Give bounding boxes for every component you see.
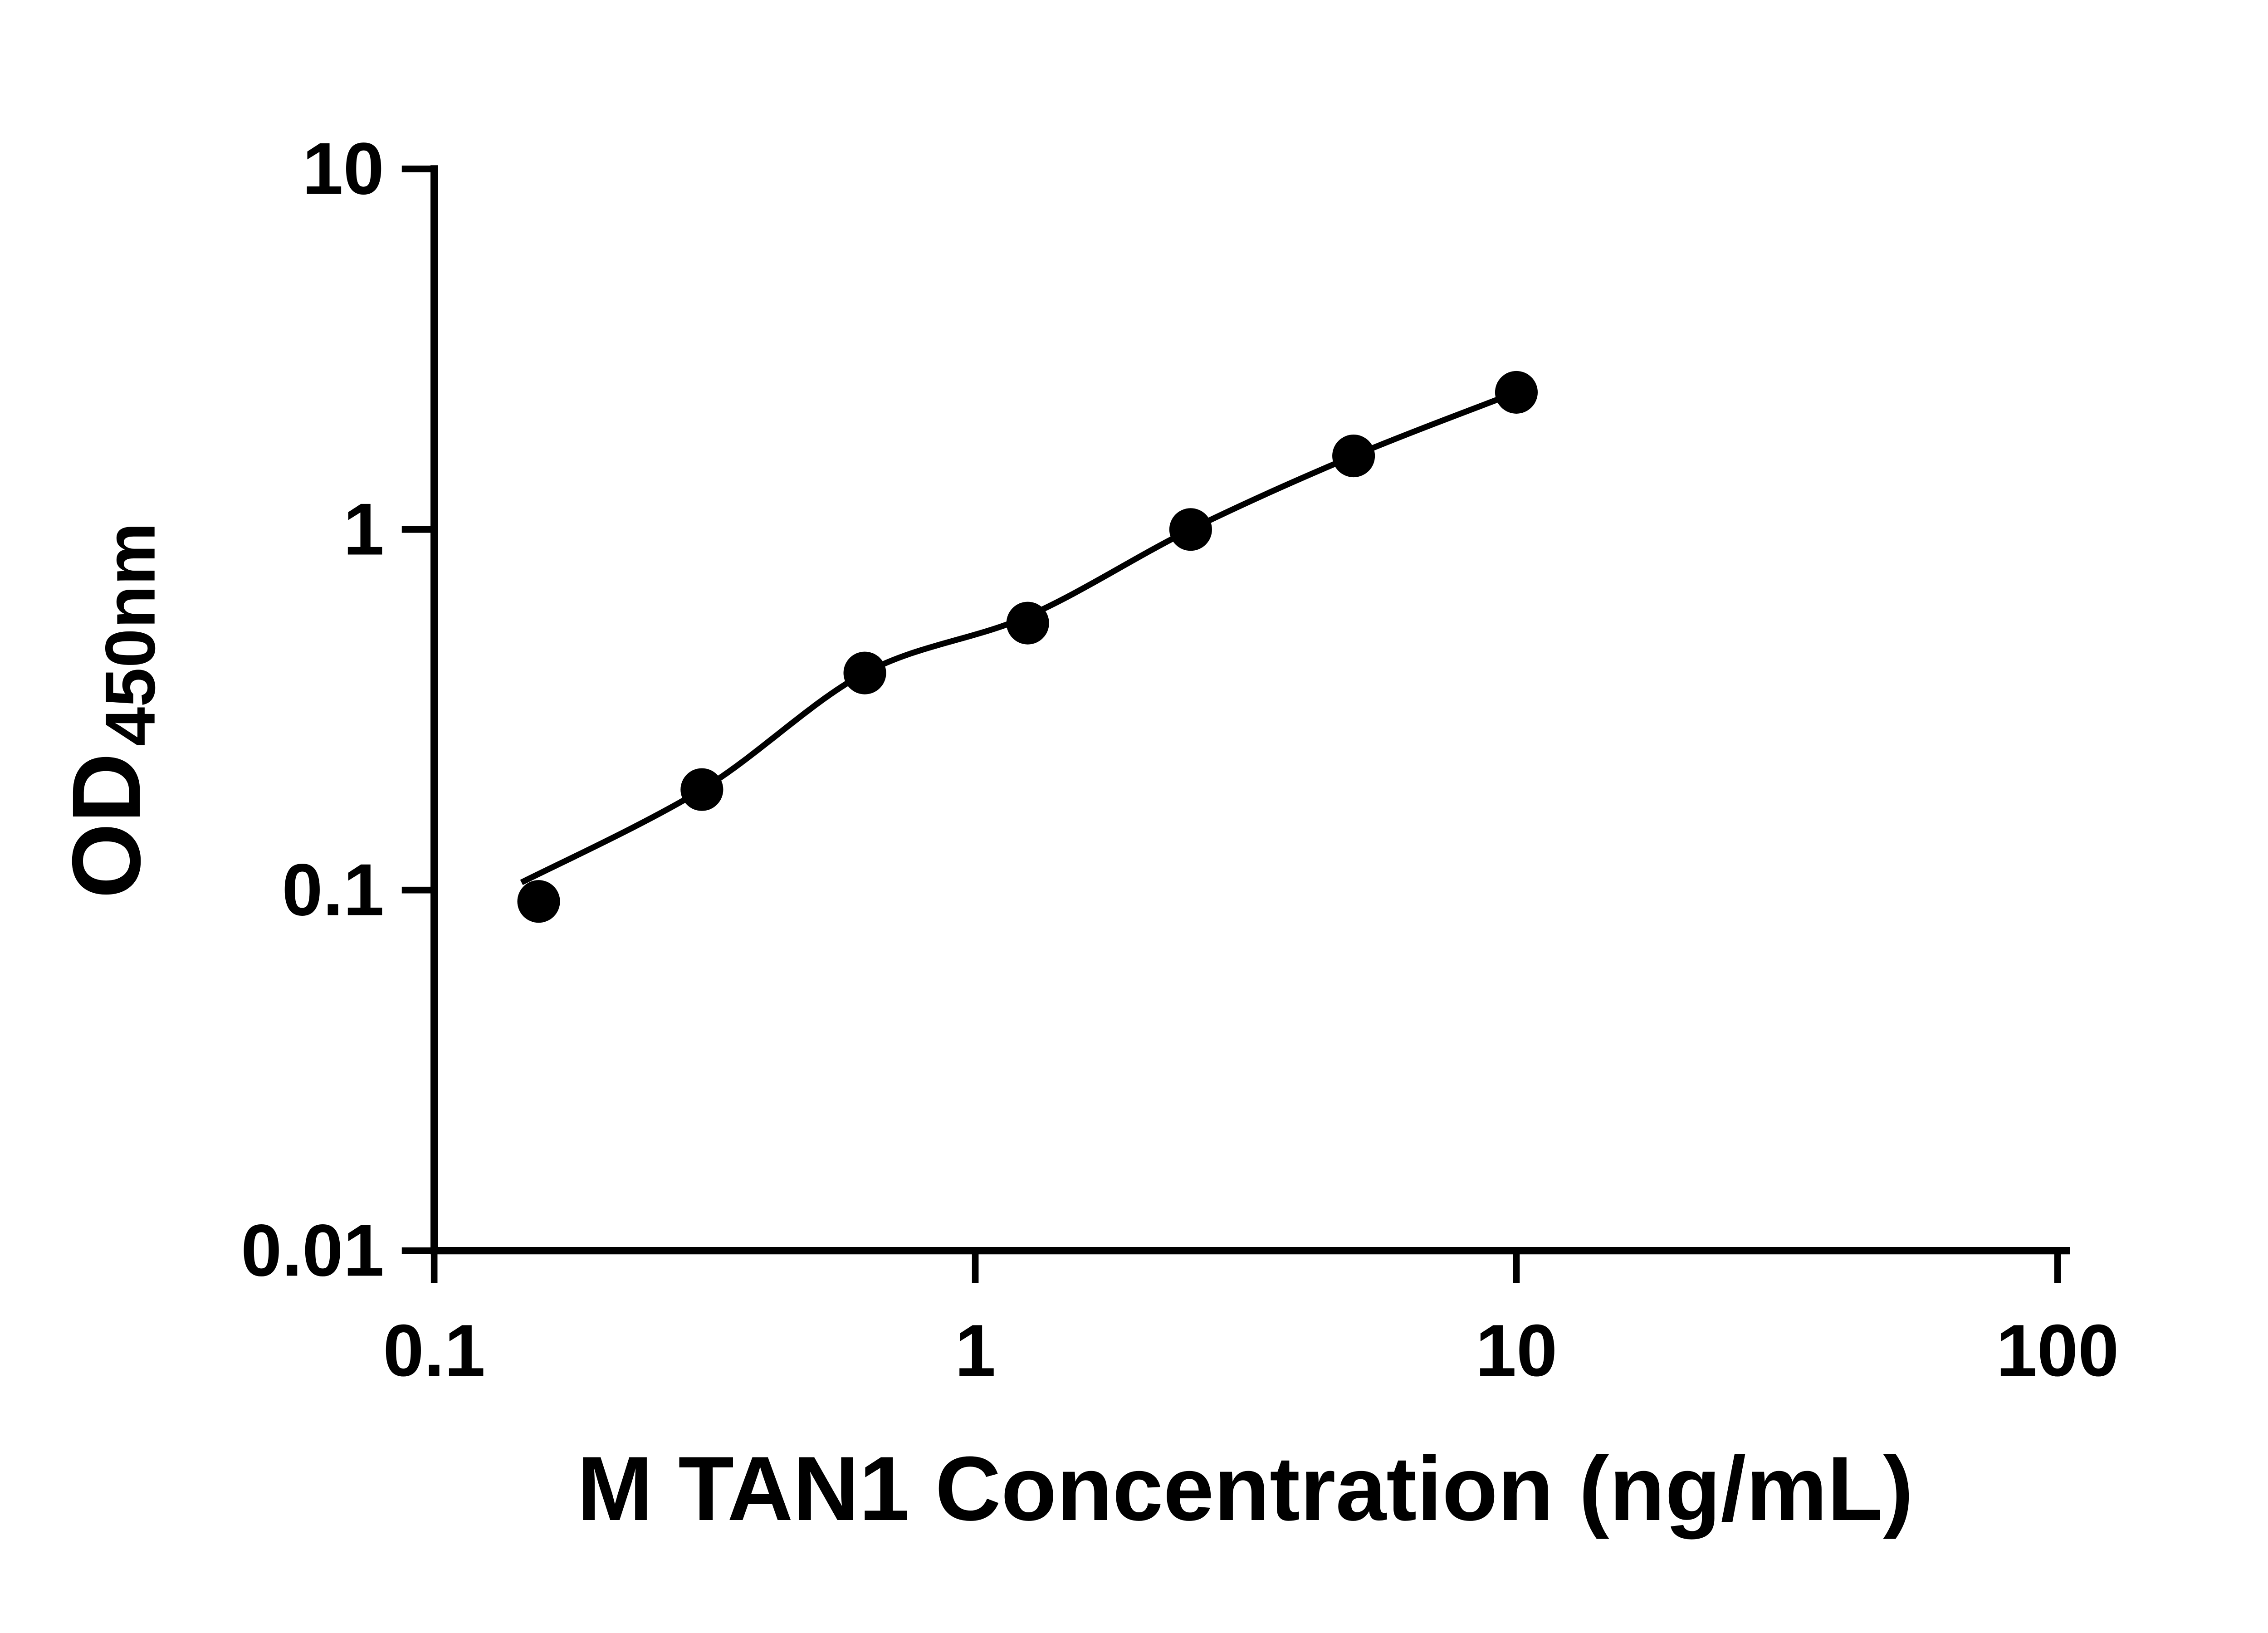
x-tick-label: 10	[1476, 1310, 1557, 1392]
data-point-marker	[680, 768, 723, 811]
data-point-marker	[843, 651, 886, 694]
data-point-marker	[1169, 508, 1212, 551]
y-axis-title: OD 450nm	[52, 523, 170, 899]
data-point-marker	[1495, 371, 1538, 414]
data-point-marker	[1332, 435, 1375, 478]
axes-spine	[430, 165, 2070, 1255]
x-tick-label: 0.1	[383, 1310, 485, 1392]
data-point-marker	[517, 880, 560, 923]
y-axis-title-main: OD	[52, 753, 161, 899]
y-tick-label: 1	[343, 488, 384, 570]
data-point-marker	[1006, 601, 1049, 645]
x-tick-label: 1	[955, 1310, 996, 1392]
x-axis-title: M TAN1 Concentration (ng/mL)	[577, 1437, 1913, 1540]
y-axis-title-subscript: 450nm	[91, 523, 170, 746]
plot-area: 0.1 1 10 100 0.01 0.1 1 10	[241, 128, 2119, 1392]
x-tick-label: 100	[1996, 1310, 2119, 1392]
y-tick-label: 0.01	[241, 1209, 384, 1291]
y-tick-label: 0.1	[282, 849, 384, 931]
y-tick-label: 10	[302, 128, 384, 210]
